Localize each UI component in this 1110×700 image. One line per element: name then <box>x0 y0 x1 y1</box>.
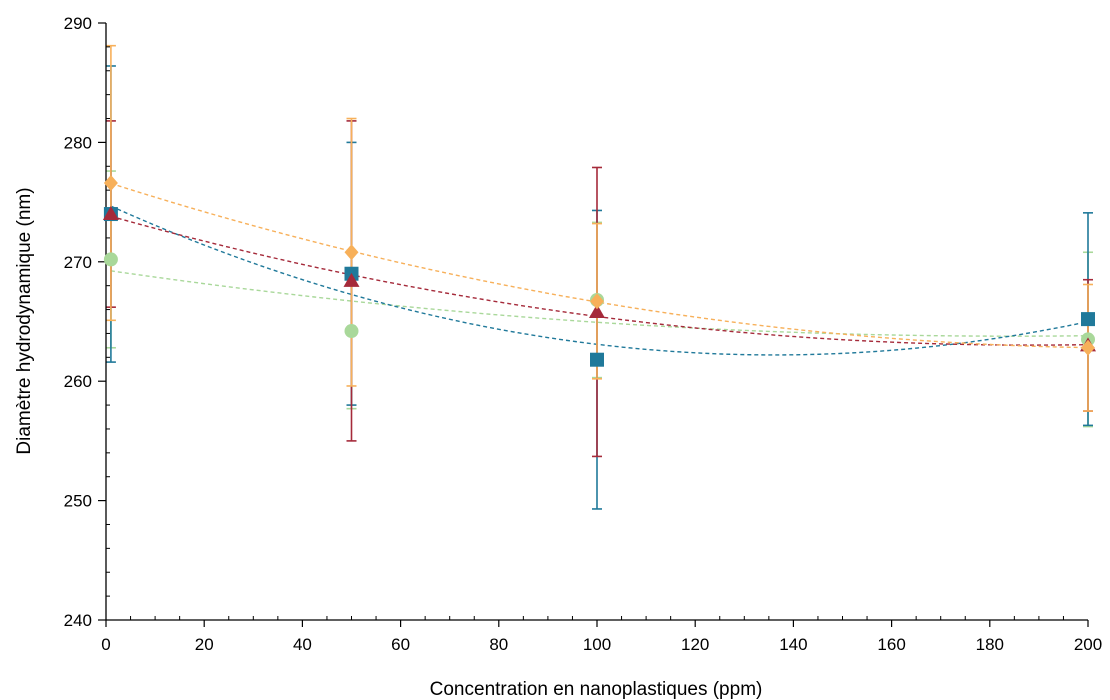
x-tick-label: 100 <box>583 635 611 654</box>
x-tick-label: 0 <box>101 635 110 654</box>
y-tick-label: 250 <box>64 492 92 511</box>
x-tick-label: 160 <box>877 635 905 654</box>
series-4-point <box>344 244 359 261</box>
series-2-trendline <box>110 205 1089 356</box>
series-4-point <box>1081 339 1095 356</box>
series-4-point <box>590 293 604 310</box>
y-tick-label: 260 <box>64 372 92 391</box>
y-tick-label: 280 <box>64 133 92 152</box>
series-3-point <box>343 272 360 287</box>
y-tick-label: 290 <box>64 14 92 33</box>
x-tick-label: 180 <box>976 635 1004 654</box>
series-1-point <box>103 252 118 267</box>
y-axis-title: Diamètre hydrodynamique (nm) <box>14 187 35 454</box>
x-tick-label: 20 <box>195 635 214 654</box>
series-3-point <box>589 303 605 318</box>
series-2-point <box>1081 312 1095 327</box>
series-2-point <box>590 352 604 367</box>
axes <box>98 22 1089 627</box>
series-1-trendline <box>110 270 1089 337</box>
series-3-trendline <box>110 215 1089 346</box>
x-axis-title: Concentration en nanoplastiques (ppm) <box>430 679 763 700</box>
series-4-trendline <box>110 182 1089 349</box>
x-tick-label: 60 <box>391 635 410 654</box>
trendlines <box>110 182 1089 356</box>
x-tick-label: 40 <box>293 635 312 654</box>
series-1-point <box>344 324 359 339</box>
series-4-point <box>103 174 118 191</box>
series-3-point <box>102 206 119 221</box>
x-tick-label: 200 <box>1074 635 1102 654</box>
data-points <box>102 174 1096 367</box>
x-tick-label: 140 <box>779 635 807 654</box>
error-bars <box>105 44 1093 510</box>
tick-labels: 0 20 40 60 80 100 120 140 160 180 200 240 250 260 270 2… <box>64 14 1103 654</box>
x-tick-label: 80 <box>489 635 508 654</box>
y-tick-label: 270 <box>64 253 92 272</box>
x-tick-label: 120 <box>681 635 709 654</box>
y-tick-label: 240 <box>64 611 92 630</box>
